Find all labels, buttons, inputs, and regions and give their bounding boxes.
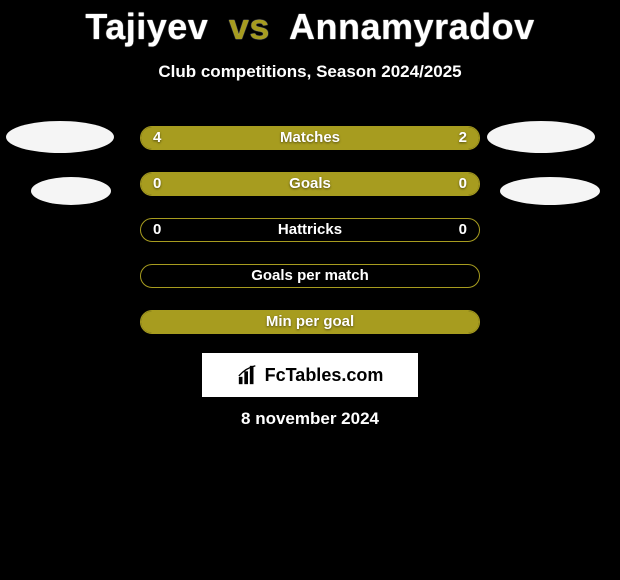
stat-value-right: 2 [459, 127, 467, 149]
player-avatar-placeholder [500, 177, 600, 205]
stat-metric-label: Goals per match [141, 265, 479, 287]
stat-value-left: 0 [153, 173, 161, 195]
bar-chart-icon [237, 364, 259, 386]
fctables-logo: FcTables.com [202, 353, 418, 397]
title-player1: Tajiyev [85, 6, 208, 47]
player-avatar-placeholder [31, 177, 111, 205]
stat-row: Hattricks0 0 [140, 218, 480, 242]
stat-value-left: 0 [153, 219, 161, 241]
player-avatar-placeholder [6, 121, 114, 153]
stat-metric-label: Hattricks [141, 219, 479, 241]
stat-value-left: 4 [153, 127, 161, 149]
title-separator: vs [229, 6, 270, 47]
stat-row: Min per goal [140, 310, 480, 334]
title-player2: Annamyradov [289, 6, 535, 47]
stat-metric-label: Min per goal [141, 311, 479, 333]
stat-value-right: 0 [459, 219, 467, 241]
stat-row: Goals0 0 [140, 172, 480, 196]
stat-row: Matches4 2 [140, 126, 480, 150]
stat-bars: Matches42Goals00Hattricks00Goals per mat… [140, 126, 480, 356]
logo-text: FcTables.com [265, 365, 384, 386]
subtitle: Club competitions, Season 2024/2025 [0, 62, 620, 82]
date: 8 november 2024 [0, 409, 620, 429]
stat-value-right: 0 [459, 173, 467, 195]
stat-row: Goals per match [140, 264, 480, 288]
title: Tajiyev vs Annamyradov [0, 0, 620, 48]
player-avatar-placeholder [487, 121, 595, 153]
stat-metric-label: Goals [141, 173, 479, 195]
stat-metric-label: Matches [141, 127, 479, 149]
